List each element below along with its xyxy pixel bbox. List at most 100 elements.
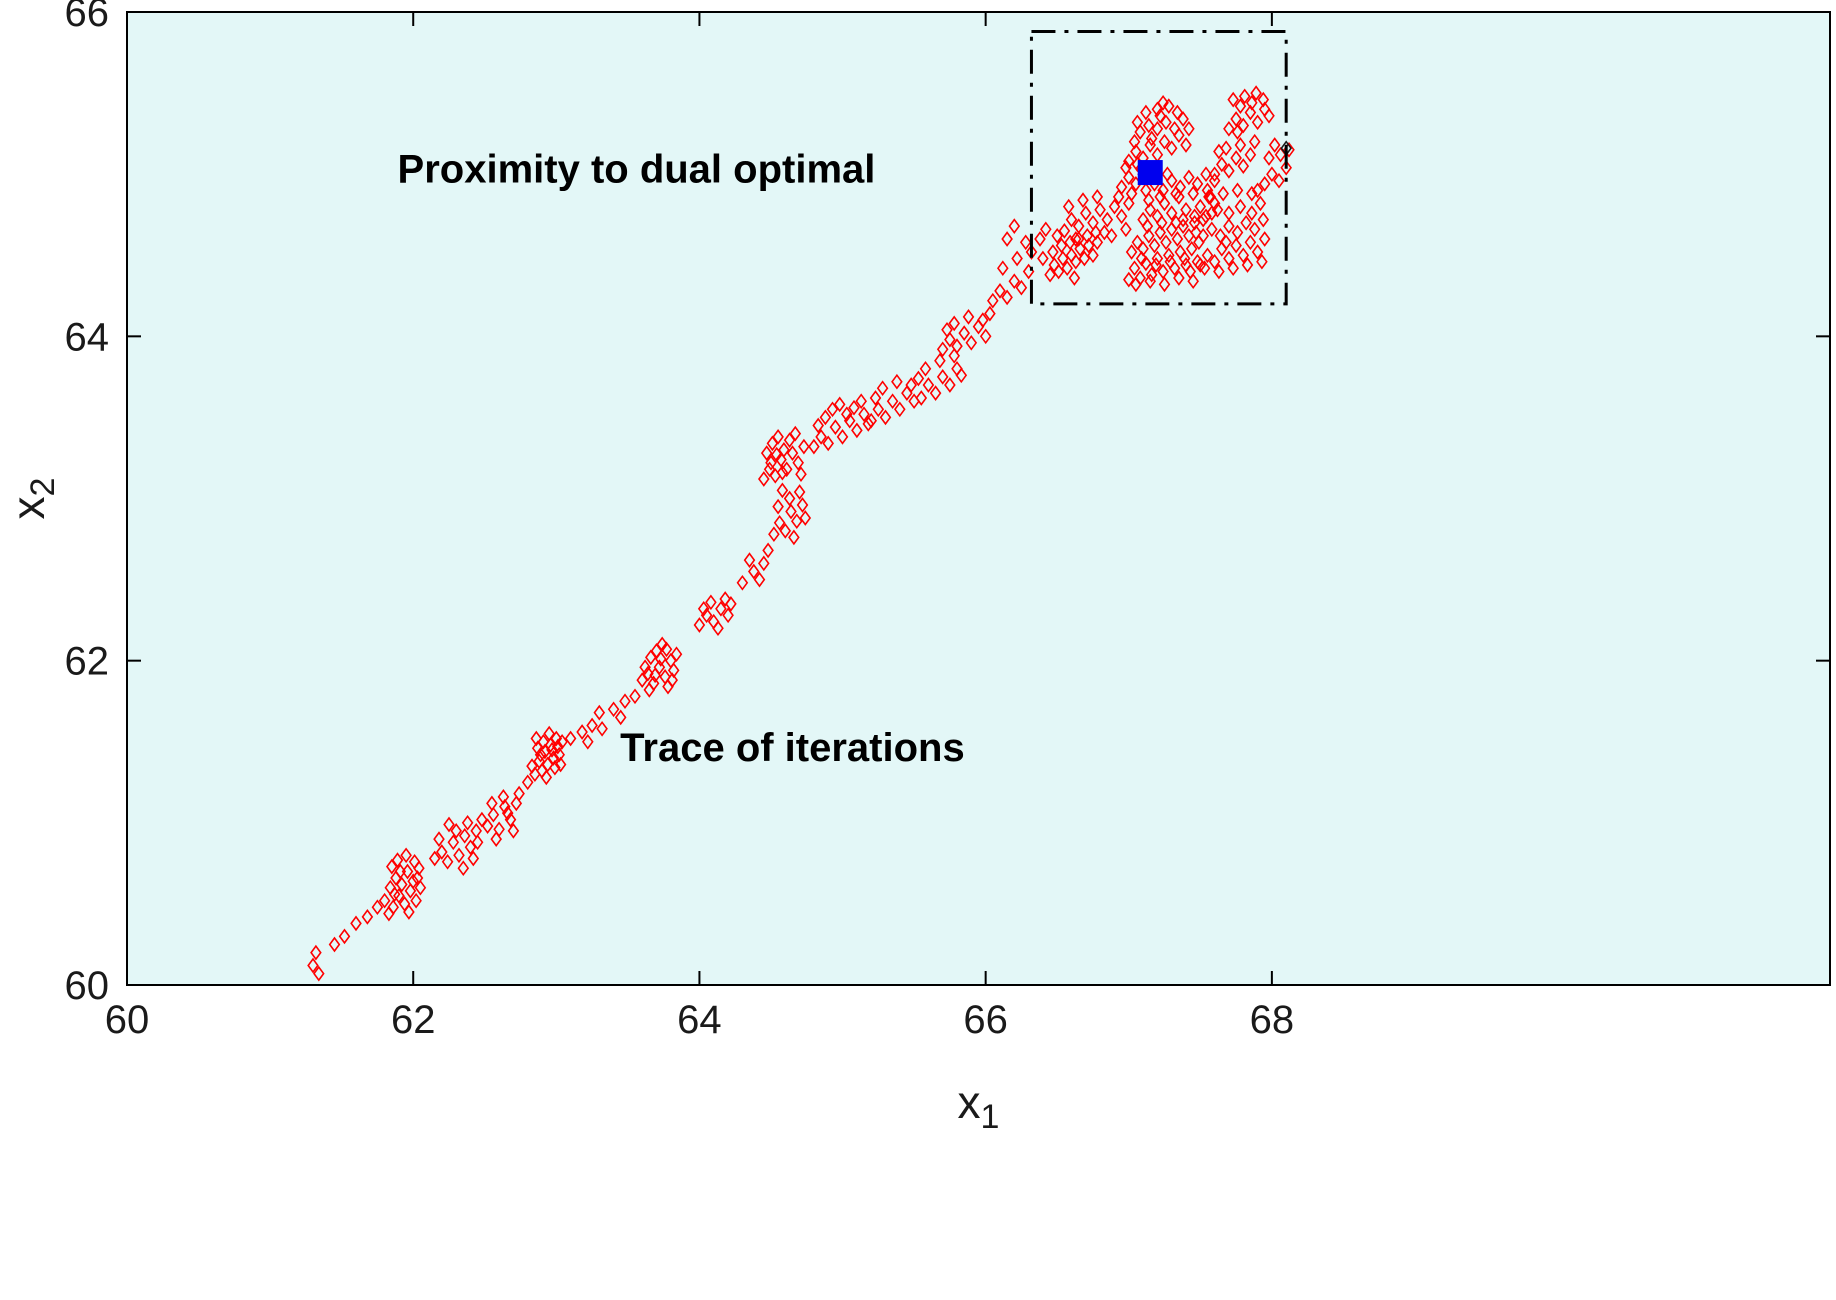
trace-of-iterations-marker (799, 510, 812, 526)
trace-of-iterations-marker (760, 445, 773, 461)
trace-of-iterations-marker (1173, 270, 1185, 286)
trace-of-iterations-marker (944, 331, 956, 348)
trace-of-iterations-marker (1231, 124, 1244, 140)
trace-of-iterations-marker (655, 651, 667, 667)
trace-of-iterations-marker (1145, 130, 1158, 147)
trace-of-iterations-marker (552, 738, 564, 755)
trace-of-iterations-marker (394, 863, 407, 880)
trace-of-iterations-marker (1061, 260, 1073, 277)
zoom-region-box (1029, 29, 1288, 306)
trace-of-iterations-marker (936, 341, 949, 358)
trace-of-iterations-marker (1223, 218, 1235, 234)
trace-of-iterations-marker (433, 831, 445, 847)
trace-of-iterations-marker (310, 944, 322, 961)
trace-of-iterations-marker (1171, 104, 1184, 121)
trace-of-iterations-marker (1204, 189, 1217, 205)
trace-of-iterations-marker (886, 393, 899, 410)
trace-of-iterations-marker (1134, 124, 1146, 140)
trace-of-iterations-marker (765, 454, 777, 471)
trace-of-iterations-marker (1137, 211, 1149, 228)
trace-of-iterations-marker (1230, 150, 1242, 166)
y-tick-label: 64 (65, 315, 110, 359)
trace-of-iterations-marker (441, 853, 454, 870)
trace-of-iterations-marker (1108, 198, 1121, 215)
trace-of-iterations-marker (700, 607, 713, 624)
trace-of-iterations-marker (1213, 263, 1225, 280)
trace-of-iterations-marker (1234, 198, 1247, 215)
trace-of-iterations-marker (865, 412, 877, 429)
trace-of-iterations-marker (1150, 257, 1162, 273)
trace-of-iterations-marker (1258, 231, 1271, 247)
trace-of-iterations-marker (719, 591, 731, 607)
trace-of-iterations-marker (1266, 166, 1278, 183)
trace-of-iterations-marker (550, 730, 563, 747)
x-tick-label: 62 (391, 998, 436, 1042)
trace-of-iterations-marker (829, 419, 842, 435)
trace-of-iterations-marker (762, 542, 774, 559)
trace-of-iterations-marker (1197, 211, 1209, 228)
trace-of-iterations-marker (504, 811, 517, 828)
trace-of-iterations-marker (1154, 107, 1166, 124)
trace-of-iterations-marker (876, 380, 889, 397)
trace-of-iterations-marker (400, 847, 412, 864)
trace-of-iterations-marker (1151, 250, 1164, 267)
trace-of-iterations-marker (1188, 208, 1201, 225)
trace-of-iterations-marker (1082, 237, 1095, 254)
trace-of-iterations-marker (977, 312, 989, 328)
trace-of-iterations-marker (596, 720, 608, 737)
axis-ticks (126, 11, 1830, 986)
trace-of-iterations-marker (778, 442, 790, 458)
trace-of-iterations-marker (534, 746, 547, 763)
trace-of-iterations-marker (776, 464, 789, 481)
trace-of-iterations-marker (307, 957, 319, 974)
trace-of-iterations-marker (1234, 137, 1247, 153)
trace-of-iterations-marker (1087, 214, 1099, 231)
trace-of-iterations-marker (775, 451, 787, 468)
trace-of-iterations-marker (614, 709, 627, 726)
trace-of-iterations-marker (891, 373, 903, 390)
trace-of-iterations-marker (1244, 146, 1257, 163)
trace-of-iterations-marker (660, 641, 673, 658)
trace-of-iterations-marker (404, 883, 417, 899)
trace-of-iterations-marker (1131, 114, 1144, 131)
trace-of-iterations-marker (955, 367, 968, 384)
trace-of-iterations-marker (521, 774, 534, 791)
trace-of-iterations-marker (798, 438, 810, 455)
trace-of-iterations-marker (540, 769, 553, 786)
trace-of-iterations-marker (833, 396, 846, 413)
trace-of-iterations-marker (1143, 192, 1155, 208)
trace-of-iterations-marker (453, 847, 465, 864)
trace-of-iterations-marker (530, 730, 543, 747)
trace-of-iterations-marker (1184, 263, 1197, 280)
trace-of-iterations-marker (361, 909, 374, 925)
trace-of-iterations-marker (487, 806, 500, 823)
trace-of-iterations-marker (1125, 185, 1138, 202)
trace-of-iterations-marker (1143, 227, 1155, 244)
trace-of-iterations-marker (1070, 253, 1082, 270)
trace-of-iterations-marker (783, 490, 796, 507)
trace-of-iterations-marker (436, 844, 448, 860)
trace-of-iterations-marker (1044, 266, 1056, 283)
trace-of-iterations-marker (1230, 237, 1242, 254)
trace-of-iterations-marker (1145, 266, 1158, 283)
trace-of-iterations-marker (1213, 143, 1225, 160)
trace-of-iterations-marker (779, 523, 792, 539)
trace-of-iterations-marker (1237, 247, 1250, 264)
trace-of-iterations-marker (936, 369, 949, 385)
trace-of-iterations-marker (1223, 250, 1235, 267)
trace-of-iterations-marker (941, 321, 953, 338)
trace-of-iterations-marker (546, 742, 558, 758)
trace-of-iterations-marker (1072, 218, 1085, 234)
trace-of-iterations-marker (1246, 94, 1258, 111)
trace-of-iterations-marker (499, 798, 511, 815)
trace-of-iterations-marker (1123, 153, 1135, 170)
trace-of-iterations-marker (822, 435, 834, 452)
trace-of-iterations-marker (1198, 260, 1211, 277)
trace-of-iterations-marker (1231, 224, 1244, 241)
trace-of-iterations-marker (1115, 208, 1128, 225)
trace-of-iterations-marker (1280, 159, 1292, 176)
trace-of-iterations-marker (748, 563, 760, 580)
trace-of-iterations-marker (1160, 114, 1172, 131)
trace-of-iterations-marker (1220, 140, 1232, 157)
trace-of-iterations-marker (586, 717, 598, 734)
